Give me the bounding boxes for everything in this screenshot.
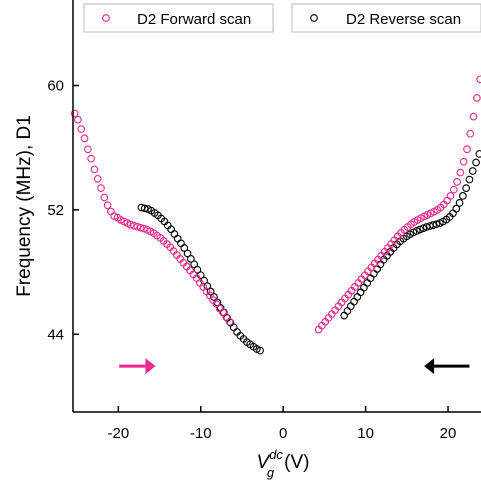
data-point — [466, 129, 475, 138]
data-point — [90, 165, 99, 174]
x-tick-label: -20 — [107, 425, 129, 442]
data-point — [346, 302, 355, 311]
data-point — [170, 230, 179, 238]
data-point — [136, 223, 145, 232]
data-point — [452, 204, 461, 213]
data-point — [432, 220, 441, 229]
data-point — [97, 184, 105, 192]
series-reverse — [137, 150, 481, 355]
data-point — [187, 255, 195, 263]
data-point — [100, 193, 109, 202]
arrow-head — [145, 358, 156, 375]
data-point — [419, 224, 428, 233]
arrow-head — [424, 358, 435, 375]
x-tick-label: -10 — [190, 425, 212, 442]
series-forward — [70, 75, 481, 334]
data-point — [456, 168, 465, 177]
data-point — [446, 192, 455, 200]
data-point — [459, 157, 468, 166]
x-tick-label: 10 — [357, 425, 374, 442]
data-point — [468, 167, 477, 175]
data-point — [206, 287, 215, 296]
data-point — [256, 346, 264, 355]
data-point — [473, 94, 481, 102]
x-tick-label: 20 — [440, 425, 457, 442]
x-axis-label-subscript: g — [267, 465, 275, 480]
annotation-layer — [119, 358, 470, 375]
x-axis-label-superscript: dc — [269, 447, 283, 462]
legend: D2 Forward scan D2 Reverse scan — [83, 3, 481, 33]
x-ticks: -20 -10 0 10 20 — [107, 406, 456, 442]
data-point — [83, 145, 92, 154]
data-point — [475, 150, 481, 158]
legend-box-forward — [83, 3, 274, 33]
data-point — [356, 288, 365, 297]
y-ticks: 44 52 60 — [47, 78, 79, 343]
data-point — [103, 201, 112, 210]
data-point — [465, 175, 474, 184]
legend-box-reverse — [291, 3, 481, 33]
data-point — [459, 192, 467, 200]
arrow-left — [424, 358, 470, 375]
data-point — [77, 125, 86, 133]
data-point — [353, 293, 362, 301]
data-point — [476, 75, 481, 84]
data-point — [340, 311, 349, 320]
series-layer — [70, 75, 481, 355]
data-point — [93, 174, 102, 183]
legend-label-forward: D2 Forward scan — [137, 11, 251, 28]
data-point — [453, 178, 461, 186]
data-point — [472, 158, 480, 167]
data-point — [469, 112, 478, 121]
data-point — [177, 239, 185, 248]
data-point — [80, 134, 89, 143]
data-point — [455, 199, 464, 207]
y-axis-label: Frequency (MHz), D1 — [14, 115, 35, 297]
data-point — [107, 207, 115, 216]
data-point — [140, 204, 149, 213]
data-point — [180, 244, 189, 252]
data-point — [210, 293, 218, 301]
x-tick-label: 0 — [279, 425, 287, 442]
data-point — [343, 307, 352, 315]
legend-marker-reverse — [310, 14, 318, 22]
y-tick-label: 52 — [47, 202, 64, 219]
data-point — [140, 224, 148, 233]
x-axis-label: Vdc g (V) — [257, 447, 310, 480]
data-point — [130, 221, 138, 230]
data-point — [173, 234, 182, 243]
data-point — [225, 317, 234, 326]
legend-label-reverse: D2 Reverse scan — [346, 11, 461, 28]
data-point — [360, 283, 368, 292]
x-axis-label-unit: (V) — [284, 452, 309, 473]
y-tick-label: 44 — [47, 326, 64, 343]
plot-area: -20 -10 0 10 20 44 52 60 — [47, 0, 481, 442]
data-point — [190, 260, 199, 269]
data-point — [350, 297, 358, 306]
data-point — [126, 220, 135, 229]
data-point — [193, 265, 202, 274]
y-tick-label: 60 — [47, 78, 64, 95]
data-point — [462, 184, 471, 192]
data-point — [74, 115, 82, 124]
data-point — [70, 109, 79, 118]
data-point — [416, 225, 424, 234]
data-point — [463, 145, 471, 154]
data-point — [203, 282, 212, 290]
data-point — [429, 221, 438, 229]
data-point — [449, 185, 458, 194]
data-point — [87, 154, 95, 163]
arrow-right — [119, 358, 156, 375]
data-point — [183, 249, 192, 258]
x-axis-label-base: V — [257, 452, 272, 473]
legend-marker-forward — [102, 14, 110, 22]
